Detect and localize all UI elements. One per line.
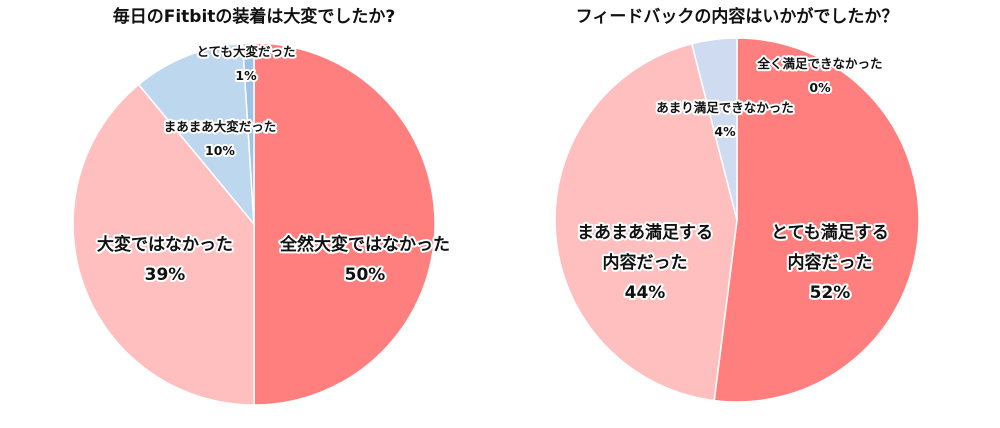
- pie-slice: [253, 42, 436, 406]
- slice-label: あまり満足できなかった: [656, 100, 794, 115]
- pie-slice: [241, 42, 255, 225]
- slice-label: 大変ではなかった: [97, 234, 233, 255]
- pie-slice: [554, 42, 738, 402]
- slice-value-label: 0%: [809, 80, 831, 95]
- chart-title: フィードバックの内容はいかがでしたか？: [576, 6, 899, 27]
- slice-label: 全く満足できなかった: [756, 56, 882, 71]
- slice-value-label: 50%: [345, 265, 386, 285]
- slice-value-label: 39%: [145, 265, 186, 285]
- pie-slice: [713, 37, 920, 403]
- pie-chart-1: 毎日のFitbitの装着は大変でしたか? 全然大変ではなかった 50% 大変ではなかっ…: [72, 6, 452, 406]
- pie-slice: [690, 37, 738, 221]
- slice-label: 全然大変ではなかった: [279, 234, 450, 255]
- chart-title: 毎日のFitbitの装着は大変でしたか?: [113, 6, 396, 27]
- slice-label: まあまあ満足する: [577, 222, 713, 243]
- slice-label: とても満足する: [771, 222, 889, 243]
- slice-value-label: 44%: [625, 283, 666, 303]
- slice-label: 内容だった: [603, 252, 688, 273]
- slice-label: 内容だった: [788, 252, 873, 273]
- slice-value-label: 1%: [235, 68, 257, 83]
- slice-label: まあまあ大変だった: [164, 119, 277, 134]
- pie-slice: [72, 83, 255, 406]
- slice-value-label: 10%: [205, 143, 235, 158]
- slice-label: とても大変だった: [196, 44, 295, 59]
- slice-value-label: 52%: [810, 283, 851, 303]
- pie-chart-2: フィードバックの内容はいかがでしたか？とても満足する内容だった52%まあまあ満足…: [554, 6, 920, 403]
- slice-value-label: 4%: [714, 124, 736, 139]
- pie-slice: [137, 42, 255, 227]
